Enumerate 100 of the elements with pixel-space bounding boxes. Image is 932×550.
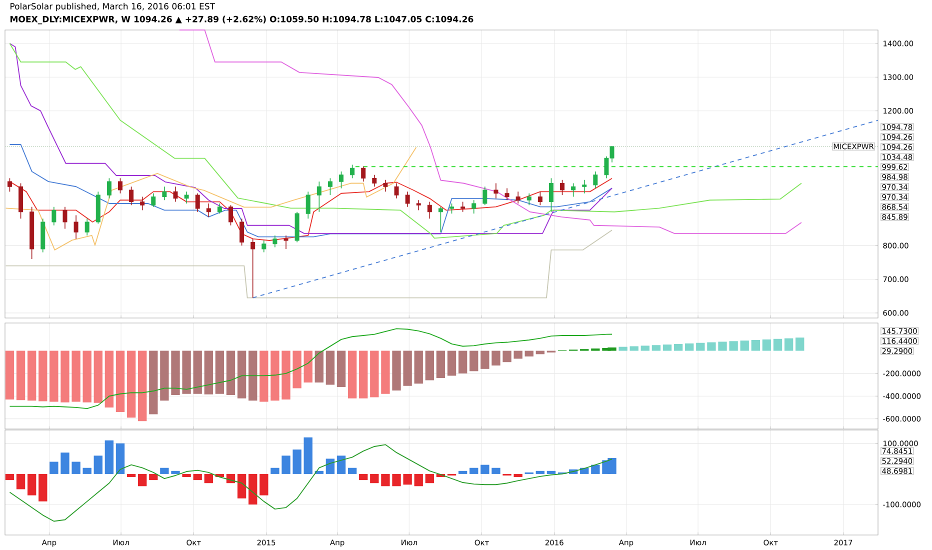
- bar: [591, 464, 600, 474]
- bar: [94, 350, 102, 403]
- bar: [72, 462, 80, 474]
- bar: [5, 474, 14, 480]
- bar: [751, 340, 760, 351]
- bar: [652, 345, 661, 351]
- bar: [171, 470, 180, 474]
- chart-title: MOEX_DLY:MICEXPWR, W 1094.26 ▲ +27.89 (+2.62%) O:1059.50 H:1094.78 L:1047.05 C:1094.26: [10, 16, 474, 24]
- bar: [138, 350, 147, 422]
- bar: [204, 350, 213, 394]
- bar: [314, 350, 324, 383]
- candlestick: [240, 218, 244, 246]
- candlestick: [339, 171, 344, 189]
- bar: [718, 342, 727, 351]
- bar: [116, 443, 125, 474]
- bar: [392, 350, 401, 390]
- candlestick: [427, 201, 432, 220]
- bar: [193, 350, 202, 394]
- bar: [470, 468, 478, 474]
- bar: [215, 350, 224, 394]
- candlestick: [129, 186, 134, 206]
- candlestick: [106, 178, 112, 199]
- bar: [182, 350, 191, 394]
- bar: [292, 350, 302, 388]
- bar: [536, 470, 545, 474]
- bar: [762, 339, 772, 351]
- bar: [237, 474, 246, 498]
- candlestick: [405, 191, 410, 208]
- bar: [72, 350, 80, 402]
- bar: [270, 350, 280, 401]
- candlestick: [438, 206, 443, 232]
- line-series: [178, 30, 802, 234]
- bar: [248, 474, 258, 504]
- bar: [414, 350, 423, 384]
- bar: [359, 350, 368, 398]
- candlestick: [206, 203, 211, 218]
- bar: [94, 456, 102, 474]
- bar: [370, 474, 379, 484]
- bar: [160, 350, 169, 401]
- candlestick: [372, 174, 377, 188]
- bar: [38, 474, 48, 502]
- bar: [414, 474, 423, 486]
- bar: [618, 346, 628, 351]
- bar: [796, 338, 804, 351]
- bar: [28, 350, 36, 401]
- bar: [348, 468, 357, 474]
- candlestick: [84, 218, 90, 236]
- candlestick: [450, 203, 454, 214]
- bar: [237, 350, 246, 398]
- candlestick: [582, 179, 587, 194]
- candlestick: [62, 206, 68, 230]
- candlestick: [548, 178, 554, 212]
- bar: [282, 350, 290, 400]
- bar: [784, 338, 794, 351]
- bar: [359, 474, 368, 480]
- line-series: [5, 146, 417, 250]
- candlestick: [361, 166, 366, 182]
- bar: [492, 350, 500, 366]
- bar: [336, 350, 346, 388]
- bar: [640, 346, 650, 351]
- bar: [447, 350, 456, 376]
- bar: [104, 350, 114, 408]
- bar: [50, 350, 58, 402]
- bar: [403, 474, 412, 485]
- bar: [403, 350, 412, 386]
- bar: [282, 456, 290, 474]
- candlestick: [316, 181, 322, 212]
- bar: [104, 440, 114, 474]
- bar: [149, 350, 158, 414]
- bar: [514, 350, 522, 359]
- bar: [82, 350, 92, 402]
- bar: [425, 350, 434, 380]
- bar: [630, 346, 638, 351]
- candlestick: [472, 200, 476, 214]
- bar: [662, 344, 672, 351]
- bar: [480, 350, 490, 369]
- candlestick: [151, 192, 156, 208]
- bar: [326, 350, 335, 385]
- bar: [149, 474, 158, 480]
- candlestick: [272, 235, 278, 248]
- candlestick: [460, 201, 466, 212]
- chart-subtitle: PolarSolar published, March 16, 2016 06:01 EST: [10, 2, 216, 12]
- candlestick: [217, 203, 222, 214]
- candlestick: [526, 192, 532, 206]
- bar: [5, 350, 14, 400]
- bar: [171, 350, 180, 395]
- candlestick: [350, 164, 355, 179]
- candlestick: [416, 200, 421, 211]
- bar: [470, 350, 478, 372]
- bar: [370, 350, 379, 398]
- bar: [458, 350, 468, 374]
- bar: [204, 474, 213, 484]
- bar: [50, 462, 58, 474]
- bar: [138, 474, 147, 486]
- candlestick: [504, 188, 510, 201]
- bar: [182, 474, 191, 478]
- candlestick: [173, 186, 178, 202]
- bar: [696, 342, 705, 351]
- candlestick: [394, 182, 399, 199]
- bar: [82, 468, 92, 474]
